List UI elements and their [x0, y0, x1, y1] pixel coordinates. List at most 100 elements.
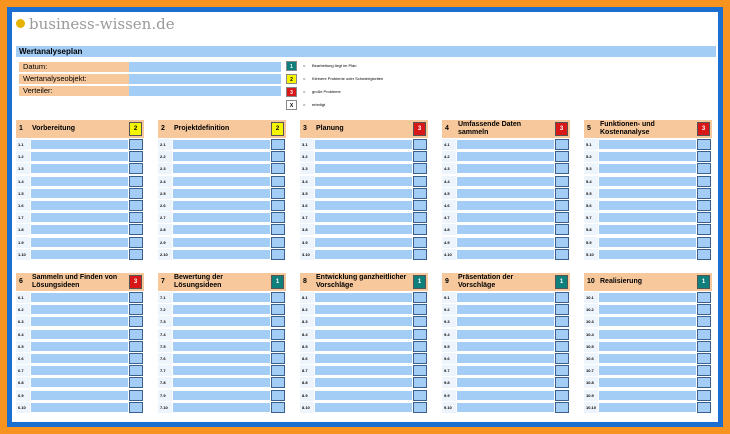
block-status: 1: [413, 275, 426, 289]
legend-status: 3: [286, 87, 297, 97]
block-status: 3: [413, 122, 426, 136]
row-status: [697, 377, 711, 389]
row-status: [555, 353, 569, 364]
block-status: 1: [271, 275, 284, 289]
row-label: 10.9: [584, 389, 598, 401]
row-status: [271, 212, 285, 224]
row-label: 1.8: [16, 224, 30, 236]
row-input: [314, 236, 413, 248]
row-status: [555, 377, 569, 389]
row-label: 2.6: [158, 200, 172, 211]
row-label: 5.3: [584, 163, 598, 175]
row-label: 2.8: [158, 224, 172, 236]
block-status: 3: [697, 122, 710, 136]
row-label: 9.9: [442, 389, 456, 401]
row-input: [30, 316, 129, 328]
row-input: [314, 187, 413, 199]
row-status: [555, 292, 569, 303]
row-label: 5.8: [584, 224, 598, 236]
row-input: [30, 248, 129, 260]
row-status: [413, 200, 427, 211]
row-input: [314, 151, 413, 163]
row-input: [172, 187, 271, 199]
legend-text: große Probleme: [312, 89, 341, 94]
row-status: [555, 187, 569, 199]
block-title: Funktionen- und Kostenanalyse: [598, 120, 695, 138]
row-label: 9.4: [442, 328, 456, 340]
block-title: Umfassende Daten sammeln: [456, 120, 553, 138]
row-input: [598, 401, 697, 413]
row-status: [555, 224, 569, 236]
row-label: 4.8: [442, 224, 456, 236]
row-label: 4.1: [442, 139, 456, 150]
row-status: [271, 401, 285, 413]
sheet: business-wissen.de Wertanalyseplan Datum…: [12, 12, 718, 422]
row-input: [456, 353, 555, 364]
row-status: [555, 401, 569, 413]
row-status: [271, 340, 285, 352]
legend-status: X: [286, 100, 297, 110]
row-status: [129, 212, 143, 224]
row-status: [697, 200, 711, 211]
row-label: 8.8: [300, 377, 314, 389]
legend-sep: =: [303, 89, 306, 94]
row-label: 1.1: [16, 139, 30, 150]
row-label: 2.1: [158, 139, 172, 150]
row-input: [172, 151, 271, 163]
row-status: [271, 304, 285, 316]
block-status: 3: [555, 122, 568, 136]
row-status: [555, 163, 569, 175]
row-label: 9.8: [442, 377, 456, 389]
row-status: [129, 377, 143, 389]
row-input: [598, 377, 697, 389]
row-label: 1.7: [16, 212, 30, 224]
row-label: 2.4: [158, 175, 172, 187]
row-input: [598, 353, 697, 364]
row-label: 1.2: [16, 151, 30, 163]
row-input: [598, 139, 697, 150]
row-input: [172, 248, 271, 260]
block-number: 9: [442, 273, 456, 291]
row-label: 2.7: [158, 212, 172, 224]
row-status: [697, 163, 711, 175]
row-label: 8.3: [300, 316, 314, 328]
row-input: [172, 340, 271, 352]
row-label: 7.7: [158, 365, 172, 377]
row-input: [598, 187, 697, 199]
row-input: [456, 224, 555, 236]
row-label: 6.8: [16, 377, 30, 389]
row-status: [129, 139, 143, 150]
row-label: 8.1: [300, 292, 314, 303]
row-label: 9.2: [442, 304, 456, 316]
row-input: [314, 248, 413, 260]
row-input: [172, 200, 271, 211]
row-label: 10.4: [584, 328, 598, 340]
row-status: [413, 224, 427, 236]
block-title: Bewertung der Lösungsideen: [172, 273, 269, 291]
row-input: [30, 187, 129, 199]
row-input: [456, 248, 555, 260]
row-input: [314, 328, 413, 340]
row-input: [456, 340, 555, 352]
row-label: 10.6: [584, 353, 598, 364]
row-input: [314, 175, 413, 187]
row-input: [598, 224, 697, 236]
row-status: [697, 401, 711, 413]
row-label: 1.10: [16, 248, 30, 260]
row-status: [271, 353, 285, 364]
row-input: [456, 187, 555, 199]
block-number: 8: [300, 273, 314, 291]
block-title: Projektdefinition: [172, 120, 269, 138]
block-status: 1: [697, 275, 710, 289]
row-status: [697, 151, 711, 163]
field-label: Verteiler:: [19, 86, 129, 96]
row-label: 3.2: [300, 151, 314, 163]
row-label: 1.6: [16, 200, 30, 211]
legend-text: Kleinere Probleme oder Schwierigkeiten: [312, 76, 384, 81]
row-status: [271, 200, 285, 211]
row-input: [314, 163, 413, 175]
block-title: Präsentation der Vorschläge: [456, 273, 553, 291]
row-status: [413, 236, 427, 248]
row-label: 7.1: [158, 292, 172, 303]
row-input: [314, 340, 413, 352]
